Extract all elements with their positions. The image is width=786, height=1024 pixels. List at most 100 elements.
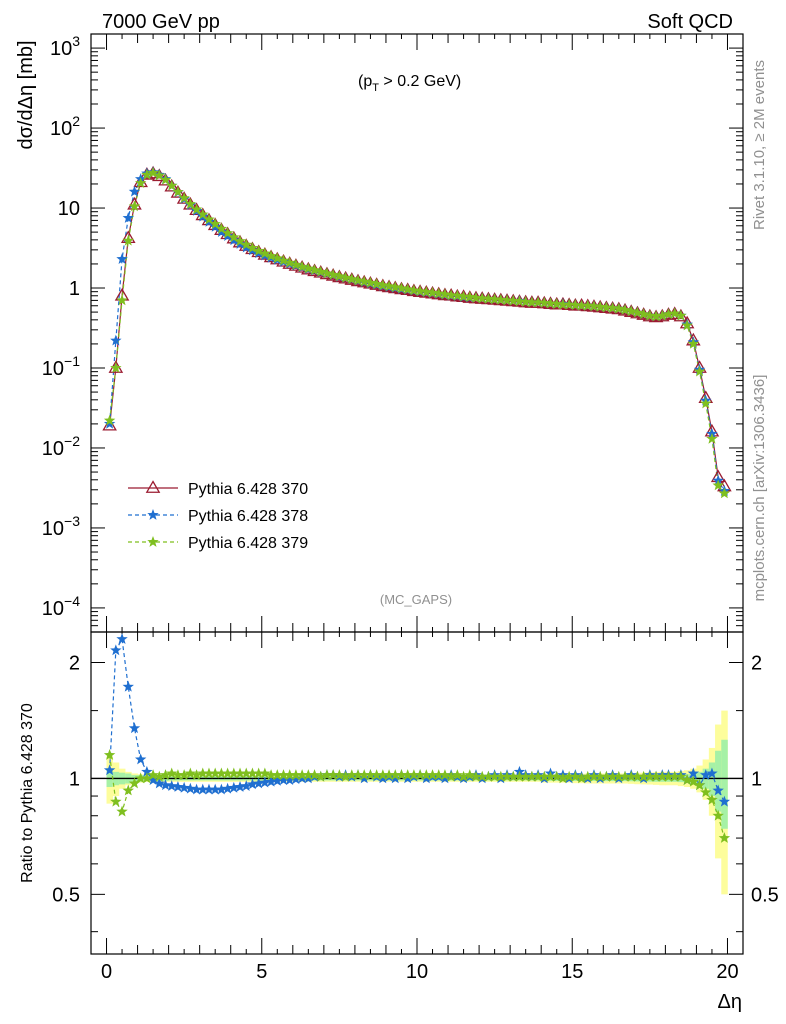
process-label: Soft QCD xyxy=(647,11,733,33)
ratio-series-marker-1 xyxy=(178,769,190,780)
ratio-series-marker-1 xyxy=(240,767,252,779)
ratio-series-marker-1 xyxy=(532,770,544,782)
ratio-series-marker-1 xyxy=(284,769,296,780)
ratio-plot-frame xyxy=(90,631,744,955)
ratio-series-marker-1 xyxy=(631,770,644,782)
ratio-series-marker-1 xyxy=(551,770,563,782)
legend: Pythia 6.428 370 Pythia 6.428 378 Pythia 6… xyxy=(128,480,308,552)
ratio-series-marker-0 xyxy=(284,774,296,785)
ratio-series-marker-1 xyxy=(519,770,532,782)
ratio-series-marker-1 xyxy=(712,809,724,821)
main-series-marker-2 xyxy=(284,256,296,268)
main-plot-panel: 10−4 10−3 10−2 10−1 1 10 102 103 dσ/dΔη [mb] (p… xyxy=(15,33,744,633)
main-series-marker-2 xyxy=(476,292,488,304)
ratio-series-marker-0 xyxy=(718,795,731,807)
ratio-series-marker-1 xyxy=(495,770,507,782)
ratio-series-marker-0 xyxy=(420,772,433,784)
main-series-marker-2 xyxy=(271,252,283,264)
main-series-marker-2 xyxy=(668,307,681,319)
ratio-series-marker-1 xyxy=(277,769,290,780)
main-axis-ticks: 10−4 10−3 10−2 10−1 1 10 102 103 xyxy=(42,33,743,633)
main-series-marker-2 xyxy=(445,289,457,301)
main-series-marker-2 xyxy=(451,289,464,301)
ratio-series-marker-1 xyxy=(575,772,588,784)
ratio-series-marker-1 xyxy=(476,770,488,782)
ratio-series-marker-1 xyxy=(122,784,134,796)
main-series-marker-2 xyxy=(433,287,445,299)
main-series-marker-2 xyxy=(693,365,706,377)
ratio-series-marker-1 xyxy=(271,769,283,780)
ratio-series-marker-1 xyxy=(408,769,420,780)
ratio-series-marker-1 xyxy=(706,793,718,805)
main-series-marker-2 xyxy=(470,292,482,303)
main-series-marker-2 xyxy=(302,262,315,274)
main-series-marker-2 xyxy=(377,279,389,291)
ratio-series-marker-1 xyxy=(153,770,166,782)
ratio-series-marker-1 xyxy=(600,770,613,782)
ratio-series-marker-1 xyxy=(718,832,731,843)
main-series-marker-2 xyxy=(103,414,116,426)
main-series-marker-2 xyxy=(178,192,190,203)
ratio-band-green xyxy=(721,739,728,829)
ratio-series-marker-0 xyxy=(265,775,277,787)
main-series-marker-2 xyxy=(209,218,221,229)
ratio-series-marker-1 xyxy=(315,770,327,782)
ratio-series-marker-1 xyxy=(501,770,513,782)
pt-cut-annotation: (pT > 0.2 GeV) xyxy=(358,73,461,94)
ratio-series-marker-1 xyxy=(439,769,451,780)
ratio-series-line-1 xyxy=(109,754,725,839)
ratio-series-marker-0 xyxy=(184,782,197,794)
ratio-series-marker-1 xyxy=(321,769,333,780)
ratio-series-marker-1 xyxy=(246,767,259,779)
x-tick-label: 10 xyxy=(406,961,428,983)
main-series-marker-2 xyxy=(681,319,693,331)
ratio-series-marker-1 xyxy=(507,770,519,782)
ratio-series-marker-0 xyxy=(221,782,234,794)
main-series-marker-2 xyxy=(370,278,383,289)
legend-marker-1 xyxy=(147,509,159,520)
ratio-series-marker-1 xyxy=(166,767,178,779)
ratio-series-marker-1 xyxy=(569,770,582,782)
ratio-series-marker-0 xyxy=(166,780,178,791)
rivet-label: Rivet 3.1.10, ≥ 2M events xyxy=(751,60,768,230)
ratio-series-marker-1 xyxy=(613,770,625,782)
main-series-marker-1 xyxy=(122,212,134,223)
ratio-series-marker-1 xyxy=(464,769,476,780)
ratio-series-marker-1 xyxy=(370,769,383,780)
ratio-series-marker-1 xyxy=(582,770,594,782)
ratio-series-marker-1 xyxy=(538,770,550,782)
main-series-marker-2 xyxy=(315,265,327,277)
ratio-y-tick-label: 1 xyxy=(69,768,80,790)
main-series-marker-2 xyxy=(426,286,439,298)
ratio-series-marker-0 xyxy=(439,772,451,784)
ratio-series-marker-1 xyxy=(377,769,389,780)
ratio-series-marker-0 xyxy=(128,722,141,734)
main-series-marker-2 xyxy=(228,231,240,243)
main-series-marker-2 xyxy=(557,298,569,310)
ratio-series-marker-0 xyxy=(134,753,147,765)
main-series-marker-2 xyxy=(600,301,613,313)
ratio-series-marker-0 xyxy=(190,783,203,795)
ratio-series-marker-0 xyxy=(712,784,724,796)
main-series-marker-2 xyxy=(501,294,513,306)
ratio-series-marker-1 xyxy=(681,774,693,785)
main-series-marker-2 xyxy=(395,282,408,294)
main-series-marker-2 xyxy=(575,299,588,311)
ratio-series-marker-1 xyxy=(668,770,681,782)
ratio-series-marker-0 xyxy=(389,772,401,784)
ratio-series-marker-1 xyxy=(103,749,116,760)
ratio-series-marker-0 xyxy=(700,769,712,780)
main-series-marker-2 xyxy=(221,227,234,239)
main-series-marker-2 xyxy=(352,274,364,286)
y-tick-label: 103 xyxy=(50,33,80,60)
main-series-marker-2 xyxy=(234,235,246,247)
main-series-marker-2 xyxy=(128,200,141,212)
x-axis-title: Δη xyxy=(718,991,742,1013)
ratio-series-marker-0 xyxy=(687,767,700,779)
ratio-series-marker-0 xyxy=(209,783,221,795)
ratio-series-marker-0 xyxy=(147,774,159,785)
main-series-marker-2 xyxy=(439,288,451,300)
main-series-marker-2 xyxy=(513,295,526,307)
main-series-marker-2 xyxy=(662,308,675,320)
